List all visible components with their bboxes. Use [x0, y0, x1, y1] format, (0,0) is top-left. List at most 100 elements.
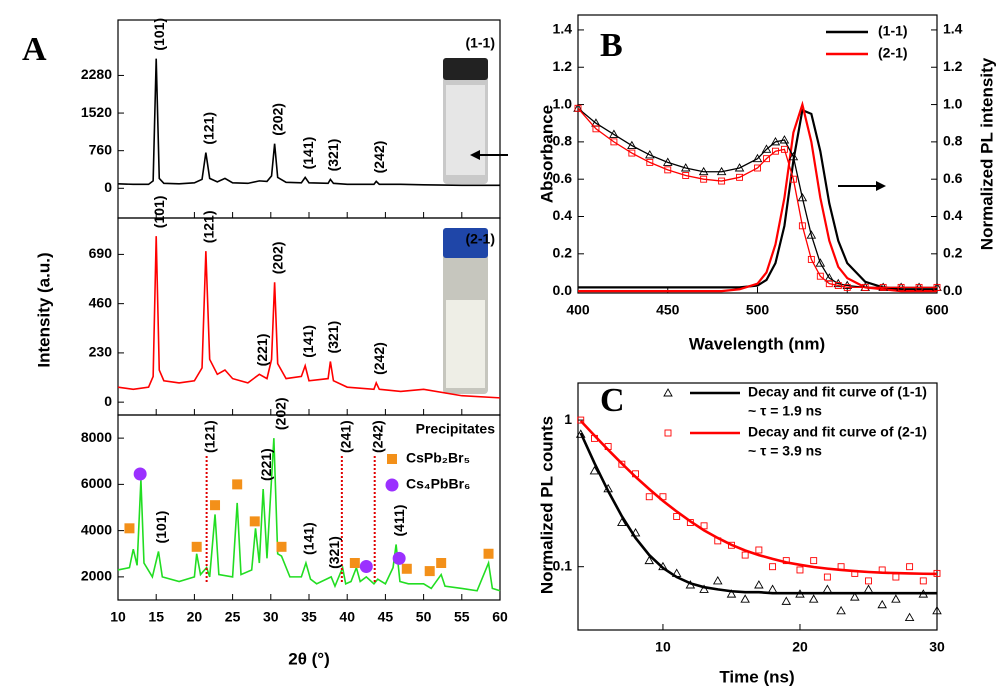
peak-label: (101) — [151, 196, 167, 229]
marker — [646, 158, 654, 166]
y2-tick-label: 1.4 — [943, 21, 963, 37]
marker — [780, 145, 788, 153]
marker — [575, 429, 586, 438]
marker — [761, 144, 772, 153]
vial-liquid — [446, 300, 485, 388]
marker — [436, 558, 447, 568]
marker — [718, 177, 726, 185]
marker — [592, 125, 600, 133]
x-tick-label: 25 — [225, 609, 241, 625]
x-tick-label: 35 — [301, 609, 317, 625]
peak-label: (202) — [272, 397, 288, 430]
y-tick-label: 0.4 — [553, 207, 573, 223]
x-tick-label: 400 — [566, 302, 590, 318]
y-tick-label: 2280 — [81, 66, 112, 82]
marker — [645, 493, 653, 501]
x-tick-label: 600 — [925, 302, 949, 318]
legend-annotation: ~ τ = 1.9 ns — [748, 403, 822, 419]
legend-label: CsPb₂Br₅ — [406, 450, 470, 466]
y2-tick-label: 0.0 — [943, 282, 963, 298]
marker — [825, 280, 833, 288]
y-tick-label: 1.0 — [553, 95, 573, 111]
marker — [359, 559, 373, 573]
legend-label: Cs₄PbBr₆ — [406, 476, 470, 492]
data-line — [117, 438, 501, 592]
peak-label: (241) — [337, 420, 353, 453]
marker — [645, 150, 655, 159]
fit-curve — [579, 419, 938, 576]
marker — [754, 164, 761, 172]
subplot-title: Precipitates — [416, 421, 496, 437]
marker — [392, 551, 406, 565]
marker — [741, 551, 749, 559]
marker — [836, 605, 846, 615]
marker — [663, 388, 673, 397]
marker — [736, 173, 743, 181]
marker — [897, 283, 905, 291]
marker — [644, 555, 655, 565]
x-tick-label: 30 — [263, 609, 279, 625]
vial-photo — [443, 58, 488, 184]
y2-tick-label: 1.2 — [943, 58, 963, 74]
y-tick-label: 1.2 — [553, 58, 573, 74]
subplot-title: (2-1) — [465, 231, 495, 247]
y-tick-label: 2000 — [81, 568, 112, 584]
marker — [424, 566, 435, 577]
marker — [892, 573, 900, 581]
marker — [919, 577, 927, 585]
marker — [628, 149, 636, 157]
marker — [349, 558, 360, 568]
peak-label: (242) — [371, 141, 387, 174]
marker — [891, 594, 901, 603]
marker — [833, 278, 844, 288]
marker — [822, 584, 833, 593]
marker — [796, 566, 804, 574]
y-tick-label: 0.0 — [553, 282, 573, 298]
y2-axis-title: Normalized PL intensity — [977, 57, 996, 250]
x-tick-label: 20 — [792, 639, 808, 655]
marker — [904, 612, 915, 621]
marker — [877, 599, 887, 609]
marker — [863, 584, 874, 593]
x-tick-label: 55 — [454, 609, 470, 625]
marker — [781, 596, 792, 605]
marker — [752, 153, 763, 163]
peak-label: (202) — [269, 242, 285, 275]
legend-label: Decay and fit curve of (2-1) — [748, 424, 927, 440]
marker — [788, 151, 799, 161]
marker — [232, 479, 243, 490]
marker — [843, 283, 851, 291]
plot-frame — [117, 217, 501, 416]
y2-tick-label: 0.8 — [943, 133, 963, 149]
subplot-title: (1-1) — [465, 35, 495, 51]
y-tick-label: 0.1 — [553, 557, 573, 573]
x-tick-label: 45 — [378, 609, 394, 625]
peak-label: (321) — [325, 139, 341, 172]
y2-tick-label: 0.2 — [943, 245, 963, 261]
marker — [797, 192, 808, 202]
marker — [767, 584, 778, 593]
y-tick-label: 230 — [89, 344, 113, 360]
marker — [861, 283, 869, 291]
marker — [933, 283, 941, 291]
legend-label: Decay and fit curve of (1-1) — [748, 384, 927, 400]
peak-label: (141) — [300, 137, 316, 170]
y-tick-label: 690 — [89, 245, 113, 261]
marker — [763, 155, 770, 163]
absorbance-line — [577, 107, 937, 289]
marker — [769, 563, 777, 571]
marker — [618, 460, 626, 468]
marker — [815, 258, 826, 267]
marker — [823, 573, 831, 581]
peak-label: (321) — [326, 536, 342, 569]
marker — [483, 548, 494, 559]
y-axis-title: Intensity (a.u.) — [34, 252, 53, 367]
peak-label: (121) — [201, 420, 217, 453]
marker — [133, 467, 147, 481]
x-axis-title: 2θ (°) — [288, 649, 330, 668]
y-axis-title: Normalized PL counts — [537, 416, 556, 594]
marker — [879, 283, 887, 291]
vial-cap — [443, 228, 488, 258]
y-tick-label: 1.4 — [553, 21, 573, 37]
marker — [740, 594, 750, 603]
